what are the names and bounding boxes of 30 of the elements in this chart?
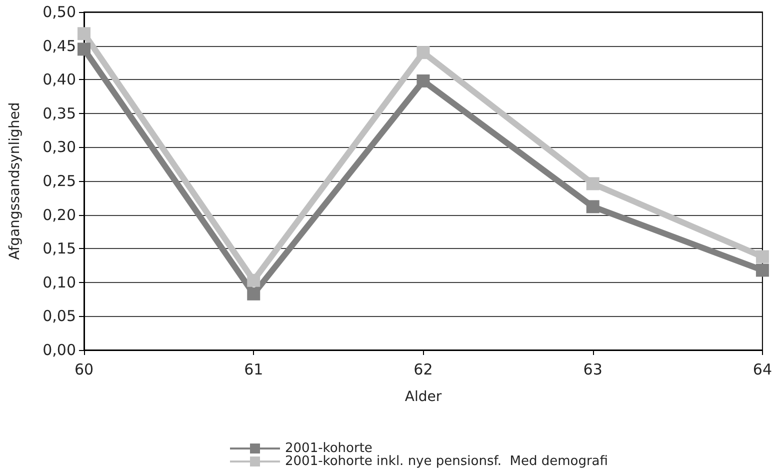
y-axis-title: Afgangssandsynlighed xyxy=(7,102,23,260)
point xyxy=(756,264,769,277)
y-tick-label: 0,05 xyxy=(42,307,76,326)
x-tick-label: 64 xyxy=(752,360,772,378)
y-tick-label: 0,35 xyxy=(42,104,76,122)
legend-label: 2001-kohorte inkl. nye pensionsf. Med demografi xyxy=(285,454,608,469)
x-tick-label: 62 xyxy=(414,360,433,378)
legend-label: 2001-kohorte xyxy=(285,441,372,456)
y-tick-label: 0,25 xyxy=(42,172,76,190)
y-tick-label: 0,50 xyxy=(42,3,76,21)
point xyxy=(78,42,90,56)
point xyxy=(247,274,260,287)
x-tick-label: 61 xyxy=(244,360,264,378)
point xyxy=(586,177,600,190)
y-tick-label: 0,40 xyxy=(42,70,76,89)
point xyxy=(247,287,260,300)
point xyxy=(416,46,430,60)
y-tick-label: 0,10 xyxy=(42,273,76,292)
point xyxy=(78,27,90,40)
point xyxy=(416,74,430,88)
y-tick-label: 0,20 xyxy=(42,206,76,224)
point xyxy=(586,200,600,214)
y-tick-label: 0,00 xyxy=(42,341,76,359)
x-axis-title: Alder xyxy=(404,389,442,405)
x-tick-label: 63 xyxy=(583,360,602,378)
x-tick-label: 60 xyxy=(74,360,94,378)
point xyxy=(756,250,769,264)
y-tick-label: 0,45 xyxy=(42,36,76,55)
y-tick-label: 0,30 xyxy=(42,138,76,156)
y-tick-label: 0,15 xyxy=(42,240,76,258)
